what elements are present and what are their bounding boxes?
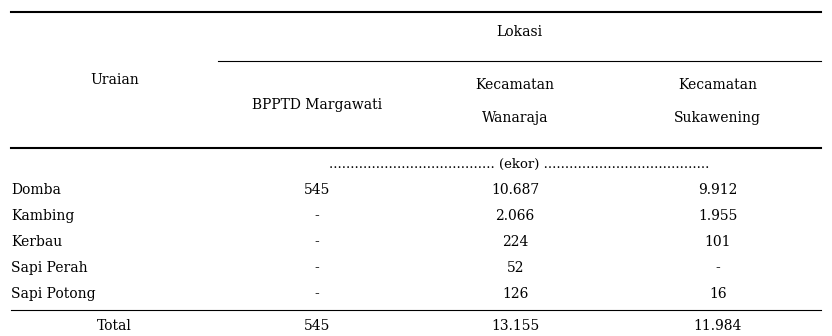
Text: Lokasi: Lokasi — [496, 25, 542, 39]
Text: 545: 545 — [304, 319, 330, 333]
Text: 545: 545 — [304, 183, 330, 197]
Text: Sapi Perah: Sapi Perah — [11, 261, 87, 275]
Text: 52: 52 — [507, 261, 524, 275]
Text: Kambing: Kambing — [11, 209, 74, 223]
Text: ....................................... (ekor) .................................: ....................................... … — [329, 158, 710, 171]
Text: Kerbau: Kerbau — [11, 235, 62, 249]
Text: 2.066: 2.066 — [496, 209, 535, 223]
Text: 13.155: 13.155 — [491, 319, 539, 333]
Text: Domba: Domba — [11, 183, 61, 197]
Text: 9.912: 9.912 — [698, 183, 737, 197]
Text: Total: Total — [97, 319, 131, 333]
Text: 10.687: 10.687 — [491, 183, 539, 197]
Text: -: - — [716, 261, 720, 275]
Text: Kecamatan: Kecamatan — [476, 78, 555, 92]
Text: -: - — [314, 235, 319, 249]
Text: 16: 16 — [709, 287, 726, 301]
Text: 1.955: 1.955 — [698, 209, 737, 223]
Text: 11.984: 11.984 — [693, 319, 742, 333]
Text: -: - — [314, 209, 319, 223]
Text: BPPTD Margawati: BPPTD Margawati — [252, 98, 382, 112]
Text: Sapi Potong: Sapi Potong — [11, 287, 96, 301]
Text: Sukawening: Sukawening — [674, 111, 761, 125]
Text: -: - — [314, 287, 319, 301]
Text: Wanaraja: Wanaraja — [482, 111, 548, 125]
Text: 224: 224 — [502, 235, 528, 249]
Text: 126: 126 — [502, 287, 528, 301]
Text: Kecamatan: Kecamatan — [678, 78, 757, 92]
Text: Uraian: Uraian — [90, 73, 139, 87]
Text: 101: 101 — [705, 235, 730, 249]
Text: -: - — [314, 261, 319, 275]
